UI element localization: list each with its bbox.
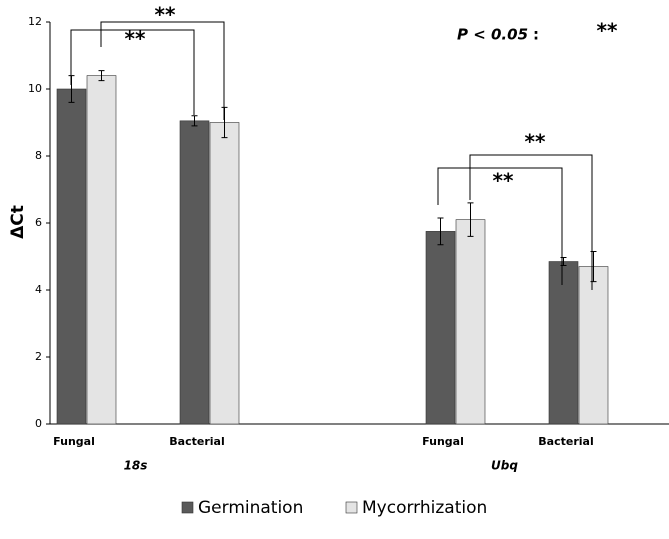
significance-label: ** <box>125 27 146 51</box>
y-tick-label: 12 <box>28 15 42 28</box>
bar <box>179 120 210 425</box>
bar <box>56 88 87 425</box>
note-label: P < 0.05 <box>457 26 528 44</box>
legend-swatch <box>181 501 194 514</box>
y-axis-label: ΔCt <box>8 205 28 239</box>
bar <box>455 219 486 425</box>
bar <box>425 231 456 425</box>
y-tick-label: 8 <box>35 149 42 162</box>
y-tick-label: 0 <box>35 417 42 430</box>
x-tick-label: Fungal <box>422 435 464 448</box>
significance-bracket <box>70 29 195 115</box>
x-tick-label: Bacterial <box>169 435 224 448</box>
y-tick-label: 2 <box>35 350 42 363</box>
significance-bracket <box>469 154 593 290</box>
error-bar <box>191 115 198 127</box>
legend-label: Germination <box>198 498 303 518</box>
legend-label: Mycorrhization <box>362 498 487 518</box>
note-sep: : <box>533 26 539 44</box>
x-tick-label: Bacterial <box>538 435 593 448</box>
y-tick-label: 10 <box>28 82 42 95</box>
note-mark: ** <box>597 19 618 43</box>
error-bar <box>437 217 444 246</box>
legend-swatch <box>345 501 358 514</box>
y-tick-label: 4 <box>35 283 42 296</box>
significance-label: ** <box>525 130 546 154</box>
error-bar <box>98 70 105 82</box>
significance-label: ** <box>155 3 176 27</box>
y-tick-label: 6 <box>35 216 42 229</box>
significance-bracket <box>100 21 225 120</box>
error-bar <box>467 202 474 237</box>
significance-label: ** <box>493 169 514 193</box>
bar <box>86 75 117 425</box>
significance-bracket <box>437 167 563 285</box>
bar <box>548 261 579 425</box>
bar <box>209 122 240 425</box>
x-tick-label: Fungal <box>53 435 95 448</box>
bar <box>578 266 609 425</box>
group-label: Ubq <box>491 459 518 473</box>
group-label: 18s <box>124 459 148 473</box>
